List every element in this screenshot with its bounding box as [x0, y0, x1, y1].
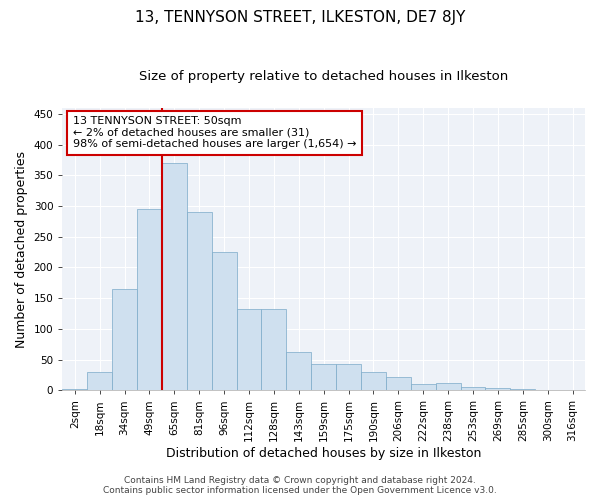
Bar: [187, 212, 212, 390]
Bar: [386, 377, 411, 390]
Title: Size of property relative to detached houses in Ilkeston: Size of property relative to detached ho…: [139, 70, 508, 83]
Bar: [236, 308, 262, 390]
Bar: [461, 387, 485, 390]
Bar: [262, 308, 286, 390]
Y-axis label: Number of detached properties: Number of detached properties: [15, 150, 28, 348]
Bar: [411, 384, 436, 390]
Bar: [336, 364, 361, 390]
X-axis label: Distribution of detached houses by size in Ilkeston: Distribution of detached houses by size …: [166, 447, 481, 460]
Bar: [112, 289, 137, 390]
Bar: [361, 372, 386, 390]
Bar: [212, 252, 236, 390]
Text: Contains HM Land Registry data © Crown copyright and database right 2024.
Contai: Contains HM Land Registry data © Crown c…: [103, 476, 497, 495]
Bar: [311, 364, 336, 390]
Bar: [485, 388, 511, 390]
Bar: [511, 389, 535, 390]
Text: 13 TENNYSON STREET: 50sqm
← 2% of detached houses are smaller (31)
98% of semi-d: 13 TENNYSON STREET: 50sqm ← 2% of detach…: [73, 116, 356, 150]
Text: 13, TENNYSON STREET, ILKESTON, DE7 8JY: 13, TENNYSON STREET, ILKESTON, DE7 8JY: [135, 10, 465, 25]
Bar: [436, 383, 461, 390]
Bar: [162, 163, 187, 390]
Bar: [62, 389, 87, 390]
Bar: [286, 352, 311, 391]
Bar: [137, 209, 162, 390]
Bar: [87, 372, 112, 390]
